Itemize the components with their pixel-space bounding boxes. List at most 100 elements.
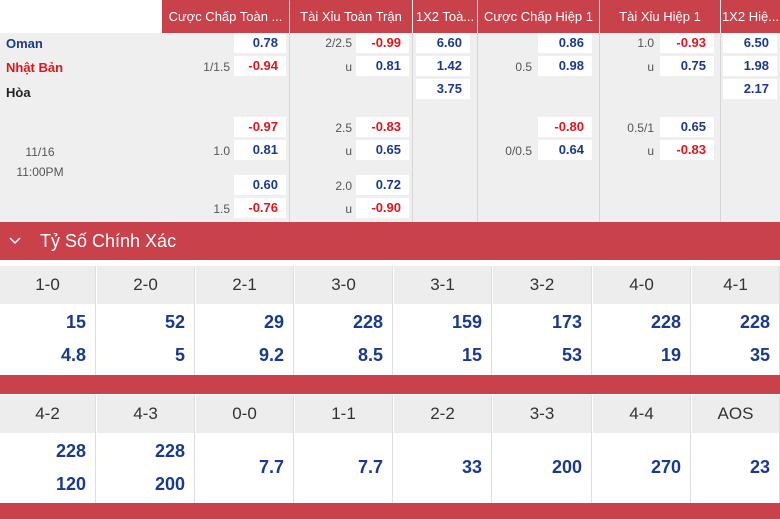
- 1x2-home-odds[interactable]: 6.60: [416, 33, 470, 53]
- score-odds-cell[interactable]: [196, 433, 294, 503]
- score-odds-home[interactable]: 29: [263, 312, 284, 332]
- header-blank: [0, 0, 162, 33]
- alt-h1-handicap-home-odds[interactable]: -0.80: [538, 117, 592, 137]
- score-odds-cell[interactable]: [0, 433, 96, 503]
- correct-score-header[interactable]: Tỷ Số Chính Xác: [0, 222, 780, 260]
- score-label: 4-2: [0, 395, 96, 433]
- score-odds-cell[interactable]: [493, 304, 592, 375]
- alt2-under-odds[interactable]: -0.90: [356, 198, 409, 218]
- 1x2-away-odds[interactable]: 1.42: [416, 56, 470, 76]
- team-home[interactable]: Oman: [6, 36, 43, 51]
- score-odds-cell[interactable]: [196, 304, 294, 375]
- kickoff-date: 11/16: [25, 145, 55, 159]
- alt-h1-handicap-away-odds[interactable]: 0.64: [538, 140, 592, 160]
- score-odds-cell[interactable]: [295, 433, 393, 503]
- score-label: 2-1: [196, 266, 294, 304]
- score-label: 2-2: [394, 395, 492, 433]
- alt-over-odds[interactable]: -0.83: [356, 117, 409, 137]
- score-odds-cell[interactable]: [593, 433, 691, 503]
- alt2-handicap-home-odds[interactable]: 0.60: [234, 175, 286, 195]
- score-odds-cell[interactable]: [692, 433, 780, 503]
- score-odds-away[interactable]: 53: [561, 345, 582, 365]
- score-odds[interactable]: 270: [650, 457, 681, 477]
- score-odds[interactable]: 200: [551, 457, 582, 477]
- score-odds-home[interactable]: 159: [451, 312, 482, 332]
- handicap-line: 1/1.5: [203, 60, 230, 74]
- score-odds-away[interactable]: 120: [55, 474, 86, 494]
- score-odds-home[interactable]: 52: [164, 312, 185, 332]
- score-odds-away[interactable]: 5: [174, 345, 185, 365]
- score-label: 1-1: [295, 395, 393, 433]
- handicap-away-odds[interactable]: -0.94: [234, 56, 286, 76]
- score-odds-home[interactable]: 228: [55, 441, 86, 461]
- score-odds-away[interactable]: 35: [749, 345, 770, 365]
- column-divider: [599, 33, 600, 222]
- handicap-home-odds[interactable]: 0.78: [234, 33, 286, 53]
- chevron-down-icon[interactable]: [6, 231, 24, 249]
- score-label: 3-1: [394, 266, 492, 304]
- header-over-under-h1[interactable]: Tài Xỉu Hiệp 1: [600, 0, 720, 33]
- h1-handicap-home-odds[interactable]: 0.86: [538, 33, 592, 53]
- score-label: 4-4: [593, 395, 691, 433]
- h1-1x2-home-odds[interactable]: 6.50: [723, 33, 777, 53]
- score-odds-home[interactable]: 228: [739, 312, 770, 332]
- score-label: 4-1: [692, 266, 780, 304]
- alt2-handicap-line: 1.5: [213, 202, 230, 216]
- over-odds[interactable]: -0.99: [356, 33, 409, 53]
- alt-handicap-away-odds[interactable]: 0.81: [234, 140, 286, 160]
- alt-h1-under-odds[interactable]: -0.83: [660, 140, 714, 160]
- score-odds-away[interactable]: 15: [461, 345, 482, 365]
- header-handicap-h1[interactable]: Cược Chấp Hiệp 1: [478, 0, 599, 33]
- score-odds[interactable]: 7.7: [357, 457, 383, 477]
- h1-under-odds[interactable]: 0.75: [660, 56, 714, 76]
- 1x2-draw-odds[interactable]: 3.75: [416, 79, 470, 99]
- score-odds-cell[interactable]: [97, 433, 195, 503]
- odds-table: Cược Chấp Toàn ... Tài Xỉu Toàn Trận 1X2…: [0, 0, 780, 222]
- header-handicap-ft[interactable]: Cược Chấp Toàn ...: [162, 0, 289, 33]
- score-odds[interactable]: 23: [749, 457, 770, 477]
- score-odds-cell[interactable]: [295, 304, 393, 375]
- score-odds-away[interactable]: 9.2: [258, 345, 284, 365]
- h1-1x2-away-odds[interactable]: 1.98: [723, 56, 777, 76]
- score-odds-cell[interactable]: [394, 304, 492, 375]
- alt2-over-under-line: 2.0: [335, 179, 352, 193]
- score-odds-away[interactable]: 8.5: [357, 345, 383, 365]
- score-label: 3-3: [493, 395, 592, 433]
- score-odds-home[interactable]: 228: [352, 312, 383, 332]
- header-1x2-h1[interactable]: 1X2 Hiệ...: [721, 0, 780, 33]
- score-odds-home[interactable]: 228: [650, 312, 681, 332]
- h1-over-odds[interactable]: -0.93: [660, 33, 714, 53]
- alt2-over-odds[interactable]: 0.72: [356, 175, 409, 195]
- score-odds-cell[interactable]: [692, 304, 780, 375]
- score-odds-cell[interactable]: [593, 304, 691, 375]
- h1-under-label: u: [647, 60, 654, 74]
- alt-handicap-home-odds[interactable]: -0.97: [234, 117, 286, 137]
- score-odds-home[interactable]: 15: [65, 312, 86, 332]
- bottom-band: [0, 503, 780, 519]
- score-odds-home[interactable]: 228: [154, 441, 185, 461]
- alt-h1-over-odds[interactable]: 0.65: [660, 117, 714, 137]
- h1-1x2-draw-odds[interactable]: 2.17: [723, 79, 777, 99]
- score-odds-away[interactable]: 4.8: [60, 345, 86, 365]
- alt2-under-label: u: [345, 202, 352, 216]
- score-odds-cell[interactable]: [97, 304, 195, 375]
- score-label: AOS: [692, 395, 780, 433]
- score-odds[interactable]: 33: [461, 457, 482, 477]
- score-odds-away[interactable]: 200: [154, 474, 185, 494]
- score-odds-cell[interactable]: [0, 304, 96, 375]
- h1-handicap-away-odds[interactable]: 0.98: [538, 56, 592, 76]
- alt-h1-over-under-line: 0.5/1: [627, 121, 654, 135]
- score-odds-away[interactable]: 19: [660, 345, 681, 365]
- team-away[interactable]: Nhật Bản: [6, 60, 64, 75]
- alt-under-odds[interactable]: 0.65: [356, 140, 409, 160]
- header-1x2-ft[interactable]: 1X2 Toà...: [413, 0, 477, 33]
- alt-over-under-line: 2.5: [335, 121, 352, 135]
- header-over-under-ft[interactable]: Tài Xỉu Toàn Trận: [290, 0, 412, 33]
- score-odds-home[interactable]: 173: [551, 312, 582, 332]
- under-odds[interactable]: 0.81: [356, 56, 409, 76]
- h1-over-under-line: 1.0: [637, 36, 654, 50]
- score-odds-cell[interactable]: [394, 433, 492, 503]
- score-odds[interactable]: 7.7: [258, 457, 284, 477]
- alt2-handicap-away-odds[interactable]: -0.76: [234, 198, 286, 218]
- score-odds-cell[interactable]: [493, 433, 592, 503]
